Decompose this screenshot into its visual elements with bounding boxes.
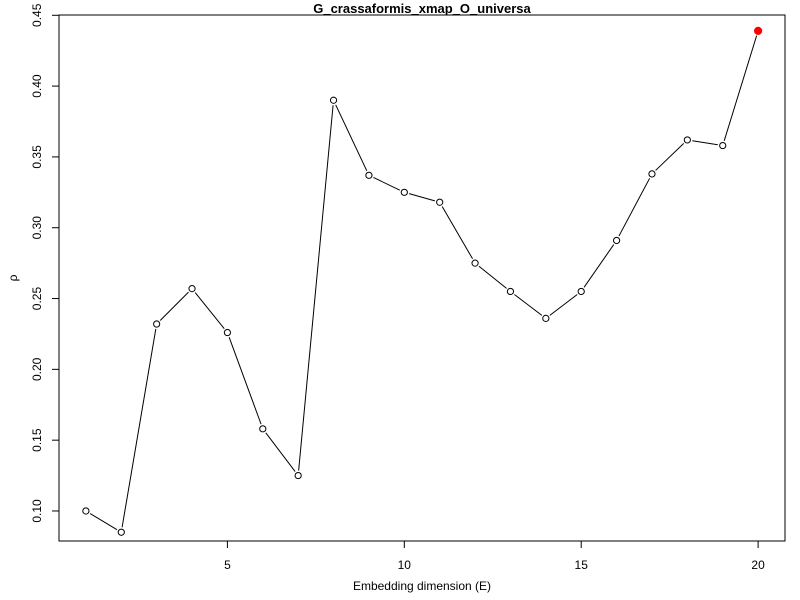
series-segment [121, 328, 157, 528]
data-series [82, 26, 763, 536]
data-point [436, 198, 444, 206]
series-segment [335, 104, 368, 172]
y-tick-label: 0.35 [30, 145, 44, 169]
series-segment [655, 143, 685, 171]
highlighted-point [754, 26, 763, 35]
y-tick-label: 0.30 [30, 216, 44, 240]
series-segment [618, 178, 651, 237]
y-tick-label: 0.40 [30, 74, 44, 98]
x-tick-label: 15 [575, 558, 589, 572]
data-point [294, 471, 302, 480]
series-segment [194, 292, 225, 329]
y-axis-label: ρ [6, 274, 20, 281]
series-segment [478, 265, 507, 289]
chart-title: G_crassaformis_xmap_O_universa [313, 1, 531, 16]
y-tick-label: 0.10 [30, 499, 44, 523]
y-tick-label: 0.15 [30, 428, 44, 452]
y-tick-label: 0.20 [30, 357, 44, 381]
series-segment [583, 244, 615, 288]
series-segment [723, 35, 758, 141]
data-point [188, 285, 196, 293]
data-point [577, 287, 585, 296]
series-segment [549, 294, 578, 316]
x-tick-label: 20 [751, 558, 765, 572]
data-point [82, 507, 90, 515]
data-point [400, 188, 408, 196]
data-point [365, 171, 373, 179]
data-point [153, 320, 161, 328]
data-point [259, 425, 267, 433]
x-tick-label: 5 [224, 558, 231, 572]
data-point [612, 236, 621, 245]
series-segment [408, 193, 436, 202]
series-segment [441, 206, 473, 260]
series-segment [228, 337, 262, 425]
y-tick-label: 0.25 [30, 287, 44, 311]
series-segment [692, 140, 718, 146]
data-point [542, 314, 550, 322]
data-point [683, 136, 691, 144]
data-point [648, 170, 656, 178]
series-segment [265, 432, 296, 472]
plot-frame [58, 14, 786, 542]
x-axis-label: Embedding dimension (E) [353, 579, 491, 593]
series-segment [89, 513, 118, 531]
series-segment [514, 294, 543, 316]
data-point [223, 328, 232, 337]
data-point [329, 96, 338, 104]
series-segment [159, 291, 189, 321]
data-point [117, 528, 125, 536]
series-segment [373, 177, 401, 191]
y-tick-label: 0.45 [30, 3, 44, 27]
x-axis: 5 10 15 20 [224, 541, 765, 572]
x-tick-label: 10 [398, 558, 412, 572]
data-point [719, 141, 727, 150]
data-point [506, 287, 515, 296]
y-axis: 0.10 0.15 0.20 0.25 0.30 0.35 0.40 0.45 [30, 3, 59, 523]
data-point [471, 259, 479, 267]
series-segment [298, 105, 334, 471]
